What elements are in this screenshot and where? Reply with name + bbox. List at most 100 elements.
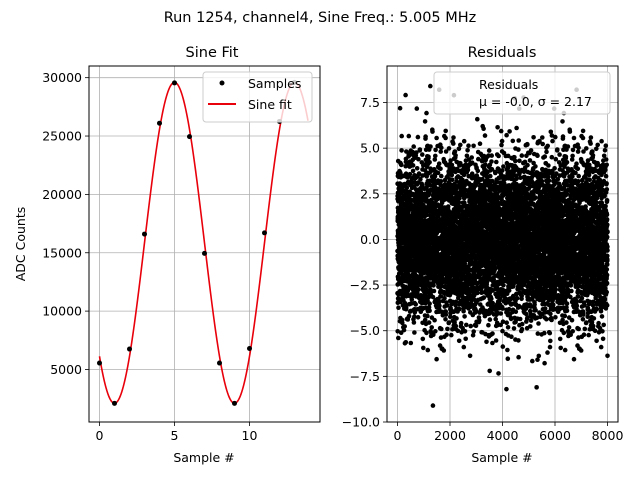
residual-point xyxy=(424,212,430,218)
residual-point xyxy=(399,162,404,168)
residual-point xyxy=(516,138,521,143)
residual-point xyxy=(407,171,413,177)
residual-point xyxy=(410,163,416,168)
residual-point xyxy=(519,293,524,299)
residual-point xyxy=(412,314,417,320)
residual-point xyxy=(426,320,432,325)
residual-point xyxy=(489,296,494,302)
residual-point xyxy=(514,125,519,131)
residual-point xyxy=(438,149,444,154)
residual-point xyxy=(501,282,506,288)
residual-point xyxy=(453,153,458,158)
residual-point xyxy=(410,168,416,174)
residual-point xyxy=(496,371,501,376)
sine-fit-ytick-label: 25000 xyxy=(42,129,82,144)
sine-fit-panel: Sine Fit 0 5 10500010000150002000025000300… xyxy=(13,45,321,465)
residual-point xyxy=(466,143,471,148)
residual-point xyxy=(450,177,455,183)
residual-point xyxy=(490,331,495,336)
sine-fit-xlabel: Sample # xyxy=(173,450,234,465)
residual-point xyxy=(415,315,421,320)
sine-fit-ytick-label: 20000 xyxy=(42,187,82,202)
residual-point xyxy=(457,306,462,312)
residual-point xyxy=(414,166,420,171)
residual-point xyxy=(514,176,519,181)
residual-point xyxy=(395,329,401,334)
residual-point xyxy=(446,146,452,151)
residual-point xyxy=(436,161,442,166)
sine-fit-ytick-label: 15000 xyxy=(42,245,82,260)
residual-point xyxy=(424,289,429,295)
residual-point xyxy=(432,317,437,323)
residual-point xyxy=(416,156,421,162)
sample-point xyxy=(172,80,177,86)
residual-point xyxy=(498,128,504,134)
residual-point xyxy=(516,338,521,343)
residuals-title: Residuals xyxy=(468,45,537,61)
residual-point xyxy=(423,134,428,139)
residual-point xyxy=(403,92,408,98)
sample-point xyxy=(187,134,192,140)
sample-point xyxy=(112,400,117,406)
residual-point xyxy=(427,308,432,314)
residual-point xyxy=(428,144,433,149)
residual-point xyxy=(507,129,512,134)
residual-point xyxy=(398,170,403,175)
residual-point xyxy=(449,332,454,338)
residual-point xyxy=(437,303,442,309)
residual-point xyxy=(500,306,505,311)
residual-point xyxy=(505,325,511,330)
residual-point xyxy=(425,313,430,319)
residual-point xyxy=(414,150,419,155)
residual-point xyxy=(458,142,463,148)
residual-point xyxy=(519,321,525,327)
residual-point xyxy=(441,348,447,353)
residual-point xyxy=(416,171,422,176)
residual-point xyxy=(477,318,482,323)
residual-point xyxy=(516,354,521,360)
residual-point xyxy=(456,200,462,205)
residual-point xyxy=(469,155,475,160)
residual-point xyxy=(475,116,480,122)
residual-point xyxy=(422,119,428,124)
sample-point xyxy=(127,346,132,352)
sine-fit-ytick-label: 30000 xyxy=(42,70,82,85)
residual-point xyxy=(396,305,401,311)
sine-fit-ytick-label: 10000 xyxy=(42,304,82,319)
residual-point xyxy=(461,344,467,350)
residual-point xyxy=(482,133,488,138)
residual-point xyxy=(487,317,493,322)
residual-point xyxy=(431,288,437,294)
residual-point xyxy=(473,323,479,329)
residual-point xyxy=(403,305,409,311)
residual-point xyxy=(424,330,429,336)
residual-point xyxy=(519,153,525,158)
residual-point xyxy=(475,168,481,174)
residual-point xyxy=(399,148,404,153)
residual-point xyxy=(422,317,428,323)
residual-point xyxy=(411,144,417,149)
figure-suptitle: Run 1254, channel4, Sine Freq.: 5.005 MH… xyxy=(164,10,477,26)
residual-point xyxy=(427,160,432,165)
residual-point xyxy=(438,166,443,172)
residuals-panel: Residuals 0 2000 4000 6000 8000−10.0−7.5−5.0… xyxy=(342,45,624,465)
residual-point xyxy=(486,148,492,153)
residuals-data xyxy=(395,83,610,408)
residual-point xyxy=(477,141,483,146)
residual-point xyxy=(493,338,499,343)
residual-point xyxy=(517,316,523,322)
residual-point xyxy=(427,301,432,306)
residual-point xyxy=(411,320,417,325)
residual-point xyxy=(433,147,438,153)
sample-point xyxy=(232,400,237,406)
sine-fit-frame xyxy=(88,65,321,423)
residual-point xyxy=(426,154,431,159)
residual-point xyxy=(416,287,421,292)
residual-point xyxy=(399,133,405,139)
residual-point xyxy=(396,335,401,341)
residual-point xyxy=(511,326,517,331)
sample-point xyxy=(247,345,252,351)
legend-samples-marker xyxy=(219,80,225,86)
residual-point xyxy=(413,302,419,307)
